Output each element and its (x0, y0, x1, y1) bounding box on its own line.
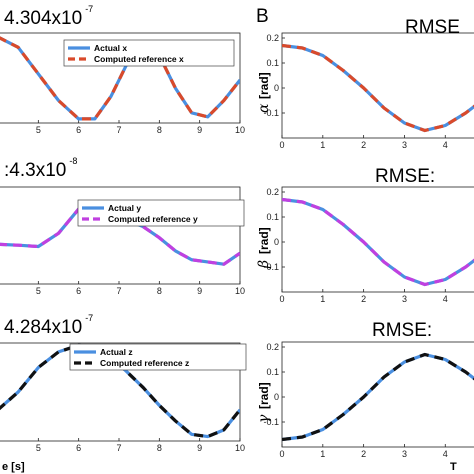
series-line-pb-0 (282, 197, 474, 287)
chart-title: :4.3x10 (4, 160, 66, 181)
chart-title: RMSE (405, 17, 460, 38)
x-tick-label: 1 (320, 449, 325, 459)
title-exponent: -7 (85, 313, 93, 323)
legend-box (63, 39, 235, 67)
x-tick-label: 2 (361, 449, 366, 459)
x-tick-label: 7 (116, 286, 121, 296)
legend-box (69, 343, 247, 371)
y-tick-label: -0.1 (263, 417, 279, 427)
x-tick-label: 4 (443, 140, 448, 150)
y-axis-symbol: γ (256, 414, 272, 423)
y-tick-label: 0.1 (266, 367, 279, 377)
x-tick-label: 10 (235, 443, 245, 453)
x-tick-label: 0 (279, 140, 284, 150)
x-tick-label: 6 (76, 286, 81, 296)
y-tick-label: 0.1 (266, 58, 279, 68)
chart-pa: 0 1 2 3 4 0.2 0.1 0 -0.1 RMSE α [rad] (256, 17, 474, 150)
x-tick-label: 1 (320, 140, 325, 150)
y-axis-unit: [rad] (257, 227, 271, 254)
x-tick-label: 2 (361, 294, 366, 304)
chart-title: RMSE: (372, 320, 432, 341)
legend-label: Computed reference z (100, 358, 189, 368)
x-tick-label: 4 (443, 294, 448, 304)
x-axis-label: T (450, 461, 457, 473)
y-axis-symbol: β (256, 260, 272, 269)
y-tick-label: 0.2 (266, 342, 279, 352)
chart-title: 4.304x10 (4, 8, 82, 29)
y-tick-label: -0.1 (263, 108, 279, 118)
x-tick-label: 3 (402, 449, 407, 459)
y-axis-symbol: α (256, 103, 272, 113)
x-tick-label: 4 (443, 449, 448, 459)
x-tick-label: 3 (402, 140, 407, 150)
x-tick-label: 5 (36, 125, 41, 135)
y-axis-label: β [rad] (256, 227, 272, 269)
x-axis-label: e [s] (2, 461, 25, 473)
plot-frame (281, 341, 474, 448)
x-tick-label: 5 (36, 443, 41, 453)
x-tick-label: 9 (197, 286, 202, 296)
y-axis-label: γ [rad] (256, 382, 272, 423)
y-tick-label: 0 (274, 237, 279, 247)
series-line-pb-1 (282, 197, 474, 287)
x-tick-label: 9 (197, 443, 202, 453)
series-line-pg-0 (282, 352, 474, 442)
y-tick-label: 0.2 (266, 187, 279, 197)
x-tick-label: 8 (157, 125, 162, 135)
legend-label: Actual y (108, 203, 141, 213)
y-tick-label: 0.2 (266, 33, 279, 43)
x-tick-label: 2 (361, 140, 366, 150)
legend-label: Computed reference y (108, 214, 198, 224)
x-tick-label: 8 (157, 443, 162, 453)
legend-label: Actual z (100, 347, 133, 357)
series-line-pg-1 (282, 352, 474, 442)
x-tick-label: 6 (76, 125, 81, 135)
chart-title: 4.284x10 (4, 317, 82, 338)
y-tick-label: 0.1 (266, 212, 279, 222)
title-exponent: -8 (69, 156, 77, 166)
x-tick-label: 10 (235, 125, 245, 135)
y-axis-label: α [rad] (256, 72, 272, 113)
y-tick-label: 0 (274, 83, 279, 93)
x-tick-label: 10 (235, 286, 245, 296)
series-line-py-1 (0, 205, 240, 266)
chart-title: RMSE: (375, 166, 435, 187)
x-tick-label: 9 (197, 125, 202, 135)
panel-label-b: B (256, 6, 269, 27)
x-tick-label: 5 (36, 286, 41, 296)
series-line-pa-1 (282, 43, 474, 133)
x-tick-label: 1 (320, 294, 325, 304)
series-line-pz-1 (0, 343, 240, 439)
x-tick-label: 6 (76, 443, 81, 453)
plot-frame (281, 186, 474, 293)
legend-box (77, 199, 245, 227)
x-tick-label: 3 (402, 294, 407, 304)
plot-frame (281, 32, 474, 139)
x-tick-label: 0 (279, 294, 284, 304)
legend-label: Computed reference x (94, 54, 184, 64)
y-axis-unit: [rad] (257, 72, 271, 99)
y-axis-unit: [rad] (257, 382, 271, 409)
title-exponent: -7 (85, 4, 93, 14)
y-tick-label: 0 (274, 392, 279, 402)
y-tick-label: -0.1 (263, 262, 279, 272)
series-line-pa-0 (282, 43, 474, 133)
x-tick-label: 7 (116, 125, 121, 135)
legend-label: Actual x (94, 43, 127, 53)
x-tick-label: 8 (157, 286, 162, 296)
x-tick-label: 0 (279, 449, 284, 459)
chart-pb: 0 1 2 3 4 0.2 0.1 0 -0.1 RMSE: β [rad] (256, 166, 474, 304)
x-tick-label: 7 (116, 443, 121, 453)
chart-pg: 0 1 2 3 4 0.2 0.1 0 -0.1 RMSE: γ [rad] T (256, 320, 474, 473)
